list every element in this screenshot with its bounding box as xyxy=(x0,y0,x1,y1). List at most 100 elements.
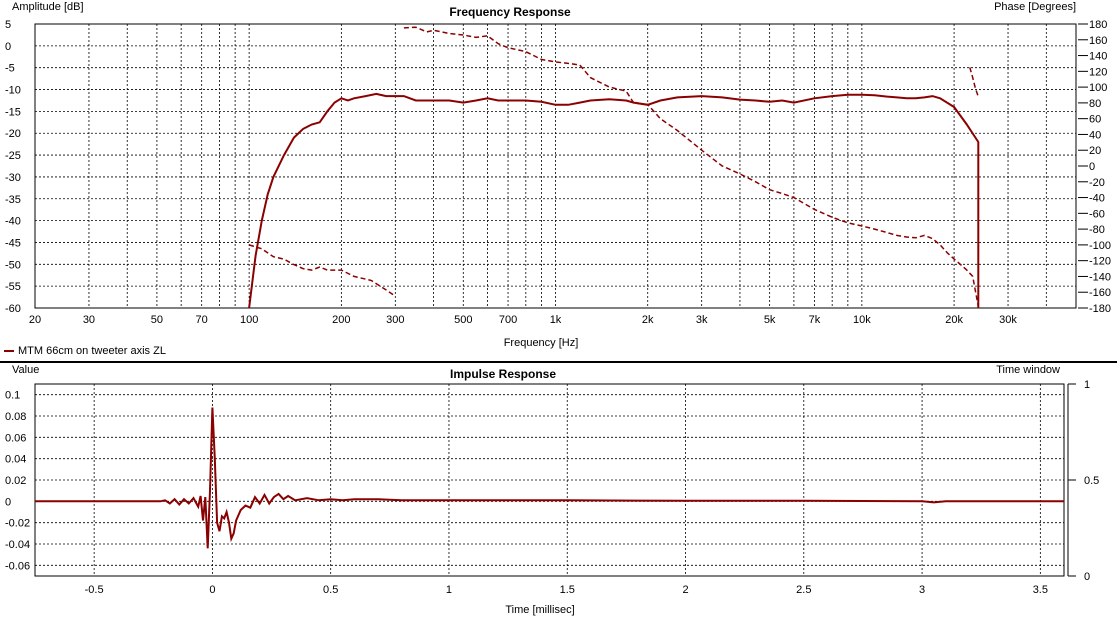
frequency-response-y-tick: -15 xyxy=(5,106,21,118)
impulse-response-x-tick: 0.5 xyxy=(323,584,338,596)
impulse-response-xlabel: Time [millisec] xyxy=(505,604,574,616)
frequency-response-title: Frequency Response xyxy=(449,5,571,19)
frequency-response-y2label: Phase [Degrees] xyxy=(994,1,1076,13)
impulse-response-traces xyxy=(35,407,1064,549)
frequency-response-x-tick: 100 xyxy=(240,314,258,326)
frequency-response-y2-tick: -80 xyxy=(1089,224,1105,236)
impulse-response-y2-tick: 1 xyxy=(1084,379,1090,391)
impulse-response-x-tick: 3.5 xyxy=(1033,584,1048,596)
frequency-response-y-tick: 0 xyxy=(5,41,11,53)
frequency-response-y-tick: -25 xyxy=(5,150,21,162)
impulse-response-chart: Impulse Response Value Time window Time … xyxy=(5,364,1099,616)
frequency-response-x-tick: 20k xyxy=(945,314,963,326)
amplitude-series-line xyxy=(248,92,980,309)
impulse-response-frame xyxy=(34,383,1065,577)
frequency-response-grid xyxy=(34,23,1077,309)
frequency-response-x-tick: 10k xyxy=(853,314,871,326)
impulse-response-y-tick: 0.1 xyxy=(5,390,20,402)
impulse-response-y-tick: -0.04 xyxy=(5,539,30,551)
frequency-response-y-tick: -50 xyxy=(5,259,21,271)
impulse-response-y-tick: 0.04 xyxy=(5,454,26,466)
impulse-response-y-tick: 0.02 xyxy=(5,475,26,487)
frequency-response-x-tick: 7k xyxy=(809,314,821,326)
impulse-response-y-tick: -0.06 xyxy=(5,560,30,572)
impulse-response-y2label: Time window xyxy=(996,364,1060,376)
impulse-response-x-tick: 1.5 xyxy=(560,584,575,596)
impulse-response-ylabel: Value xyxy=(12,364,39,376)
phase-series-line xyxy=(969,67,980,97)
phase-series-line xyxy=(248,244,396,297)
frequency-response-y-tick: -10 xyxy=(5,85,21,97)
impulse-response-y2-ticks: 10.50 xyxy=(1067,379,1099,583)
frequency-response-x-ticks: 20 30 50 70 100 200 300 500 700 1k 2k 3k 5k 7k 10k 20k 3… xyxy=(29,314,1018,326)
frequency-response-y2-tick: 140 xyxy=(1089,51,1107,63)
frequency-response-y-tick: -35 xyxy=(5,194,21,206)
impulse-series-line xyxy=(35,407,1064,549)
frequency-response-y2-tick: -60 xyxy=(1089,208,1105,220)
frequency-response-y2-tick: -20 xyxy=(1089,177,1105,189)
frequency-response-y2-tick: 100 xyxy=(1089,82,1107,94)
frequency-response-y2-tick: 120 xyxy=(1089,66,1107,78)
impulse-response-x-tick: 0 xyxy=(209,584,215,596)
impulse-response-x-tick: 3 xyxy=(919,584,925,596)
frequency-response-y-tick: -20 xyxy=(5,128,21,140)
frequency-response-x-tick: 300 xyxy=(386,314,404,326)
frequency-response-y-tick: -30 xyxy=(5,172,21,184)
frequency-response-y2-tick: 40 xyxy=(1089,129,1101,141)
frequency-response-y-tick: 5 xyxy=(5,19,11,31)
frequency-response-x-tick: 50 xyxy=(151,314,163,326)
frequency-response-y-tick: -45 xyxy=(5,237,21,249)
frequency-response-x-tick: 3k xyxy=(696,314,708,326)
legend-swatch xyxy=(4,350,14,352)
frequency-response-y2-ticks: 180 160 140 120 100 80 60 40 20 0 -20 -40 -60 -80 -100… xyxy=(1078,19,1111,315)
frequency-response-y2-tick: 60 xyxy=(1089,114,1101,126)
frequency-response-y2-tick: 0 xyxy=(1089,161,1095,173)
impulse-response-y-tick: 0.08 xyxy=(5,411,26,423)
frequency-response-x-tick: 5k xyxy=(764,314,776,326)
legend-label: MTM 66cm on tweeter axis ZL xyxy=(18,345,166,357)
frequency-response-y2-tick: -180 xyxy=(1089,303,1111,315)
frequency-response-x-tick: 500 xyxy=(454,314,472,326)
frequency-response-x-tick: 30 xyxy=(83,314,95,326)
impulse-response-x-tick: -0.5 xyxy=(85,584,104,596)
frequency-response-y-tick: -60 xyxy=(5,303,21,315)
impulse-response-title: Impulse Response xyxy=(450,367,556,381)
frequency-response-y2-tick: 180 xyxy=(1089,19,1107,31)
frequency-response-xlabel: Frequency [Hz] xyxy=(504,337,579,349)
frequency-response-x-tick: 700 xyxy=(499,314,517,326)
impulse-response-x-tick: 1 xyxy=(446,584,452,596)
frequency-response-ylabel: Amplitude [dB] xyxy=(12,1,84,13)
frequency-response-y2-tick: -160 xyxy=(1089,287,1111,299)
frequency-response-chart: Frequency Response Amplitude [dB] Phase … xyxy=(5,1,1111,349)
impulse-response-y-tick: -0.02 xyxy=(5,518,30,530)
panel-divider xyxy=(0,361,1117,363)
frequency-response-y-ticks: 5 0 -5 -10 -15 -20 -25 -30 -35 -40 -45 -50 -55 -60 xyxy=(5,19,21,315)
impulse-response-y2-tick: 0 xyxy=(1084,571,1090,583)
frequency-response-x-tick: 2k xyxy=(642,314,654,326)
frequency-response-y2-tick: 20 xyxy=(1089,145,1101,157)
frequency-response-y2-tick: 80 xyxy=(1089,98,1101,110)
frequency-response-y2-tick: -140 xyxy=(1089,271,1111,283)
frequency-response-y2-tick: -100 xyxy=(1089,240,1111,252)
impulse-response-y2-tick: 0.5 xyxy=(1084,475,1099,487)
frequency-response-traces xyxy=(248,26,980,309)
impulse-response-y-ticks: 0.1 0.08 0.06 0.04 0.02 0 -0.02 -0.04 -0.06 xyxy=(5,390,30,573)
frequency-response-x-tick: 1k xyxy=(550,314,562,326)
impulse-response-grid xyxy=(34,383,1065,577)
impulse-response-x-tick: 2 xyxy=(682,584,688,596)
frequency-response-x-tick: 70 xyxy=(196,314,208,326)
impulse-response-y-tick: 0 xyxy=(5,496,11,508)
frequency-response-y2-tick: -40 xyxy=(1089,193,1105,205)
frequency-response-y-tick: -5 xyxy=(5,63,15,75)
frequency-response-y-tick: -55 xyxy=(5,281,21,293)
legend[interactable]: MTM 66cm on tweeter axis ZL xyxy=(4,345,166,357)
frequency-response-y-tick: -40 xyxy=(5,216,21,228)
frequency-response-x-tick: 30k xyxy=(999,314,1017,326)
impulse-response-x-ticks: -0.5 0 0.5 1 1.5 2 2.5 3 3.5 xyxy=(85,584,1048,596)
frequency-response-x-tick: 200 xyxy=(332,314,350,326)
frequency-response-y2-tick: -120 xyxy=(1089,256,1111,268)
phase-series-line xyxy=(403,26,980,307)
impulse-response-y-tick: 0.06 xyxy=(5,432,26,444)
